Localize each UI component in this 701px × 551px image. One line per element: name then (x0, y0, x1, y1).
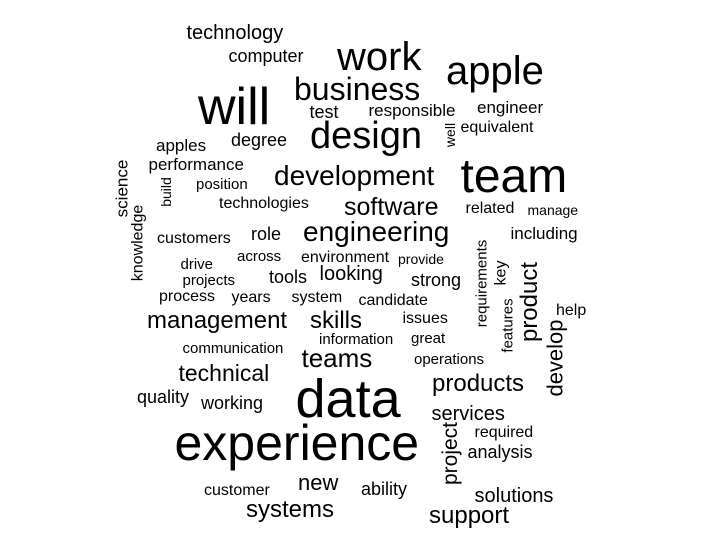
word-quality: quality (137, 387, 190, 407)
word-will: will (198, 78, 271, 136)
word-environment: environment (301, 249, 390, 266)
word-performance: performance (148, 154, 244, 174)
word-technical: technical (178, 359, 270, 386)
word-required: required (474, 424, 534, 441)
word-issues: issues (402, 310, 448, 327)
word-teams: teams (301, 343, 373, 373)
word-systems: systems (246, 496, 335, 523)
word-test: test (309, 102, 339, 122)
word-customer: customer (204, 482, 270, 499)
word-analysis: analysis (467, 442, 533, 462)
word-communication: communication (182, 339, 284, 357)
word-engineering: engineering (303, 216, 450, 247)
word-technologies: technologies (219, 195, 309, 212)
word-great: great (411, 329, 446, 347)
word-develop: develop (542, 319, 568, 397)
word-ability: ability (361, 479, 408, 499)
word-work: work (337, 35, 422, 79)
word-technology: technology (186, 22, 284, 44)
word-team: team (460, 150, 568, 203)
word-new: new (298, 470, 339, 495)
word-engineer: engineer (477, 97, 544, 117)
word-build: build (157, 177, 174, 207)
word-skills: skills (310, 307, 362, 334)
word-design: design (310, 115, 422, 157)
word-experience: experience (174, 415, 420, 471)
word-key: key (491, 260, 509, 286)
word-computer: computer (228, 46, 304, 66)
word-operations: operations (414, 350, 485, 368)
word-services: services (431, 403, 505, 425)
word-data: data (295, 369, 401, 429)
word-position: position (196, 175, 248, 193)
word-system: system (291, 289, 343, 306)
word-apples: apples (156, 135, 207, 155)
word-candidate: candidate (358, 292, 428, 309)
word-across: across (237, 247, 282, 265)
word-related: related (465, 200, 515, 217)
word-role: role (251, 224, 282, 244)
word-projects: projects (182, 271, 236, 289)
word-science: science (112, 159, 132, 217)
word-development: development (274, 160, 435, 191)
word-product: product (516, 261, 544, 343)
word-products: products (432, 370, 525, 397)
word-looking: looking (319, 263, 383, 285)
word-provide: provide (398, 251, 444, 267)
word-including: including (510, 223, 578, 243)
word-software: software (344, 192, 439, 221)
word-well: well (442, 122, 459, 148)
word-manage: manage (527, 202, 579, 218)
word-working: working (201, 393, 264, 413)
word-years: years (231, 289, 271, 306)
word-process: process (159, 288, 216, 305)
word-responsible: responsible (368, 100, 456, 120)
word-knowledge: knowledge (128, 204, 146, 282)
word-requirements: requirements (473, 239, 491, 327)
word-business: business (294, 71, 421, 107)
word-support: support (429, 502, 510, 529)
word-features: features (499, 297, 517, 353)
word-apple: apple (446, 49, 544, 93)
word-strong: strong (411, 270, 462, 290)
word-management: management (147, 307, 288, 334)
word-tools: tools (269, 267, 308, 287)
word-project: project (438, 421, 462, 485)
word-help: help (556, 302, 587, 319)
word-degree: degree (231, 130, 288, 150)
word-solutions: solutions (474, 485, 554, 507)
word-information: information (319, 330, 394, 348)
word-equivalent: equivalent (460, 119, 534, 136)
word-drive: drive (180, 255, 214, 273)
word-customers: customers (157, 230, 231, 247)
